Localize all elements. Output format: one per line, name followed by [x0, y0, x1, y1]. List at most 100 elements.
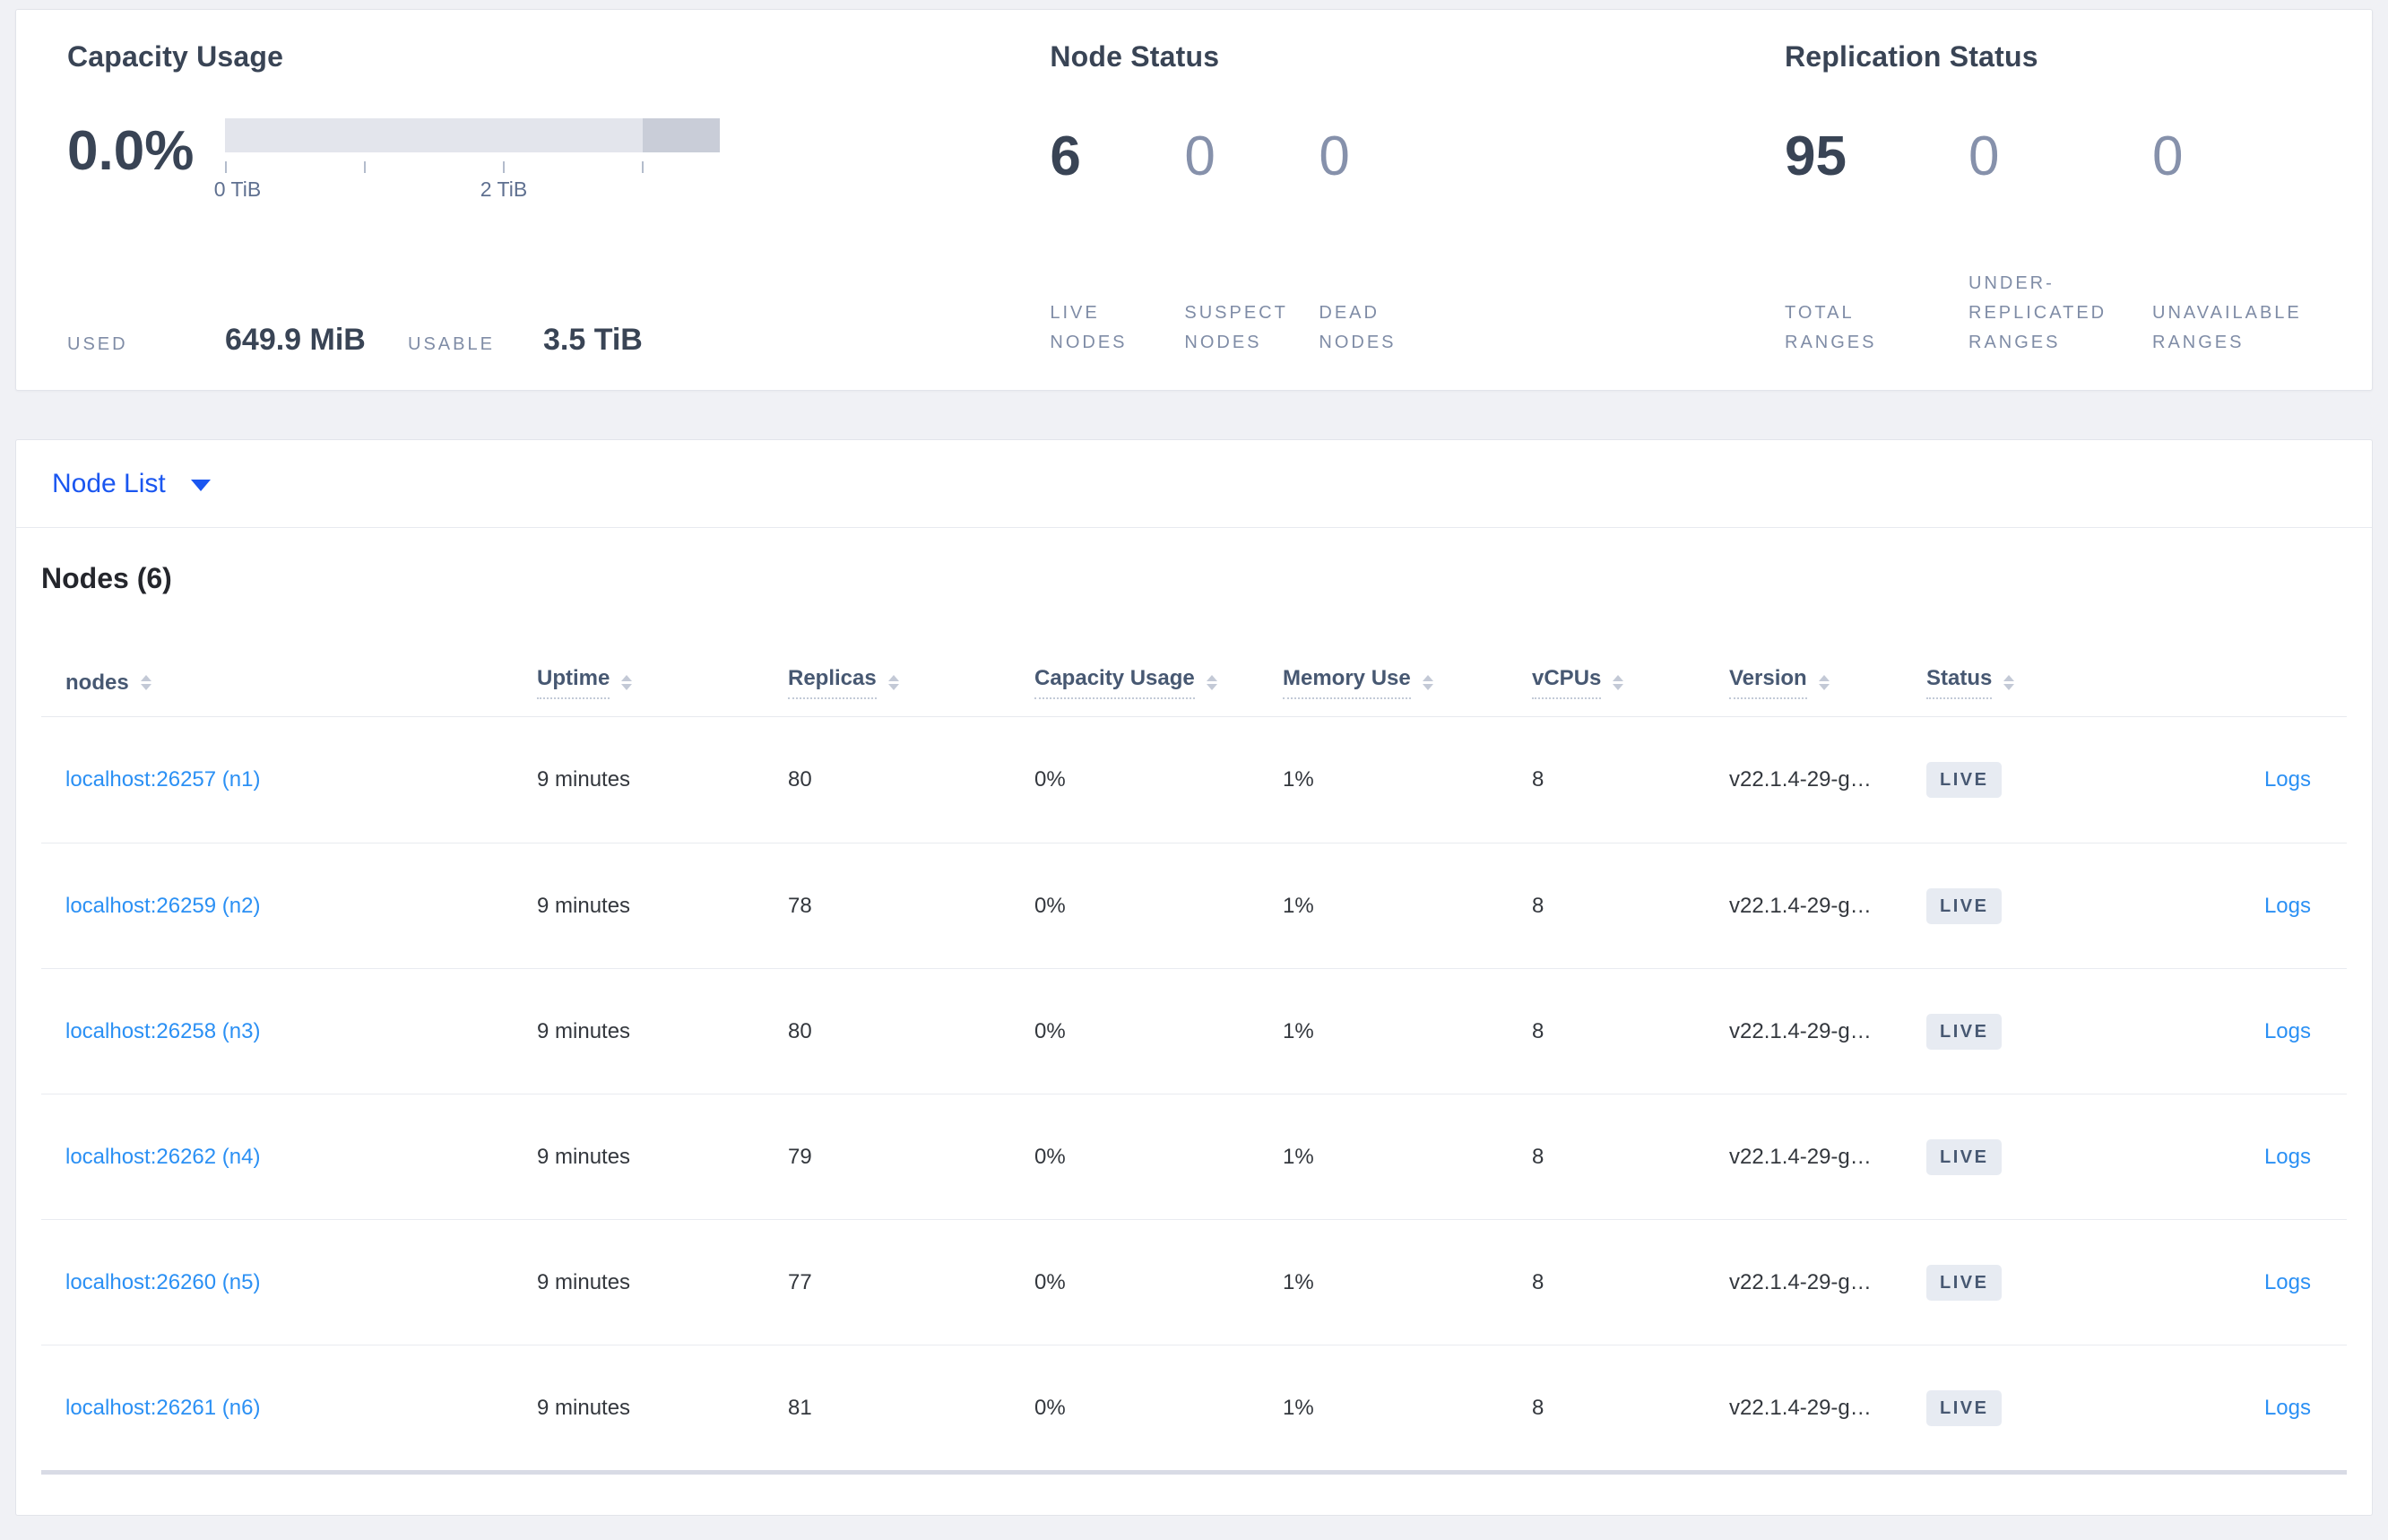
memory-use-cell: 1% [1283, 1269, 1314, 1294]
memory-use-cell: 1% [1283, 767, 1314, 792]
capacity-usage-cell: 0% [1034, 1144, 1066, 1169]
sort-icon [1613, 675, 1624, 690]
replicas-cell: 81 [788, 1395, 812, 1420]
node-cell: localhost:26258 (n3) [41, 969, 537, 1094]
logs-link[interactable]: Logs [2263, 1395, 2311, 1420]
node-link[interactable]: localhost:26259 (n2) [65, 893, 261, 918]
version-cell: v22.1.4-29-g… [1729, 1269, 1872, 1294]
replicas-cell: 80 [788, 767, 812, 792]
column-header-uptime[interactable]: Uptime [537, 666, 788, 699]
sort-icon [1422, 675, 1433, 690]
status-badge: LIVE [1926, 762, 2003, 798]
nodes-title: Nodes (6) [41, 562, 172, 594]
vcpus-cell: 8 [1532, 893, 1544, 918]
capacity-usage-cell: 0% [1034, 893, 1066, 918]
column-label: vCPUs [1532, 666, 1602, 699]
stat-label-suspect-nodes: SUSPECT NODES [1184, 303, 1288, 352]
stat-unavailable-ranges: 0 UNAVAILABLE RANGES [2152, 129, 2336, 358]
status-badge: LIVE [1926, 1013, 2003, 1050]
logs-cell: Logs [2128, 1094, 2347, 1219]
uptime-cell: 9 minutes [537, 893, 631, 918]
sort-down-arrow-icon [1613, 684, 1624, 690]
axis-tick-label: 2 TiB [480, 177, 528, 201]
memory-use-cell: 1% [1283, 893, 1314, 918]
sort-up-arrow-icon [621, 675, 633, 681]
chevron-down-icon [190, 480, 211, 491]
table-row: localhost:26259 (n2) 9 minutes 78 0% 1% 8 v22.… [41, 843, 2347, 968]
logs-link[interactable]: Logs [2263, 1144, 2311, 1169]
node-cell: localhost:26260 (n5) [41, 1220, 537, 1345]
used-label: USED [67, 334, 128, 354]
stat-value-dead-nodes: 0 [1319, 125, 1350, 187]
sort-up-arrow-icon [140, 675, 151, 681]
column-header-version[interactable]: Version [1729, 666, 1926, 699]
column-label: Status [1926, 666, 1993, 699]
uptime-cell: 9 minutes [537, 767, 631, 792]
node-link[interactable]: localhost:26261 (n6) [65, 1395, 261, 1420]
column-header-replicas[interactable]: Replicas [788, 666, 1034, 699]
node-list-dropdown[interactable]: Node List [52, 469, 211, 499]
column-label: Version [1729, 666, 1807, 699]
status-badge: LIVE [1926, 887, 2003, 924]
column-header-memory-use[interactable]: Memory Use [1283, 666, 1532, 699]
stat-label-unavailable-ranges: UNAVAILABLE RANGES [2152, 303, 2302, 352]
column-header-vcpus[interactable]: vCPUs [1532, 666, 1729, 699]
node-link[interactable]: localhost:26262 (n4) [65, 1144, 261, 1169]
uptime-cell: 9 minutes [537, 1269, 631, 1294]
vcpus-cell: 8 [1532, 767, 1544, 792]
sort-icon [621, 675, 633, 690]
capacity-usage-title: Capacity Usage [67, 40, 284, 73]
column-header-nodes[interactable]: nodes [41, 671, 537, 696]
used-value: 649.9 MiB [225, 323, 366, 357]
usable-value: 3.5 TiB [543, 323, 643, 357]
node-link[interactable]: localhost:26257 (n1) [65, 767, 261, 792]
column-header-status[interactable]: Status [1926, 666, 2128, 699]
node-link[interactable]: localhost:26260 (n5) [65, 1269, 261, 1294]
sort-down-arrow-icon [887, 684, 899, 690]
stat-dead-nodes: 0 DEAD NODES [1319, 129, 1453, 358]
stat-live-nodes: 6 LIVE NODES [1050, 129, 1184, 358]
axis-tick [503, 161, 505, 173]
logs-link[interactable]: Logs [2263, 1018, 2311, 1043]
replicas-cell: 78 [788, 893, 812, 918]
version-cell: v22.1.4-29-g… [1729, 767, 1872, 792]
sort-icon [1206, 675, 1217, 690]
table-row: localhost:26262 (n4) 9 minutes 79 0% 1% 8 v22.… [41, 1094, 2347, 1219]
logs-link[interactable]: Logs [2263, 767, 2311, 792]
status-cell: LIVE [1926, 1345, 2128, 1470]
column-label: Memory Use [1283, 666, 1411, 699]
capacity-bar-chart: 0 TiB 2 TiB [214, 118, 720, 204]
column-header-capacity-usage[interactable]: Capacity Usage [1034, 666, 1283, 699]
status-cell: LIVE [1926, 1094, 2128, 1219]
status-badge: LIVE [1926, 1138, 2003, 1175]
replication-status-title: Replication Status [1785, 40, 2038, 73]
sort-up-arrow-icon [1818, 675, 1830, 681]
stat-value-live-nodes: 6 [1050, 125, 1081, 187]
table-row: localhost:26260 (n5) 9 minutes 77 0% 1% 8 v22.… [41, 1219, 2347, 1345]
node-link[interactable]: localhost:26258 (n3) [65, 1018, 261, 1043]
capacity-usage-cell: 0% [1034, 767, 1066, 792]
memory-use-cell: 1% [1283, 1395, 1314, 1420]
logs-cell: Logs [2128, 844, 2347, 968]
stat-total-ranges: 95 TOTAL RANGES [1785, 129, 1968, 358]
sort-up-arrow-icon [1206, 675, 1217, 681]
axis-tick [642, 161, 644, 173]
logs-link[interactable]: Logs [2263, 893, 2311, 918]
status-badge: LIVE [1926, 1264, 2003, 1301]
uptime-cell: 9 minutes [537, 1395, 631, 1420]
sort-icon [140, 675, 151, 690]
stat-label-total-ranges: TOTAL RANGES [1785, 303, 1877, 352]
version-cell: v22.1.4-29-g… [1729, 1018, 1872, 1043]
node-status-title: Node Status [1050, 40, 1220, 73]
logs-link[interactable]: Logs [2263, 1269, 2311, 1294]
vcpus-cell: 8 [1532, 1395, 1544, 1420]
stat-value-under-replicated-ranges: 0 [1968, 125, 2000, 187]
capacity-bar-dark-segment [643, 118, 720, 152]
status-badge: LIVE [1926, 1389, 2003, 1426]
vcpus-cell: 8 [1532, 1018, 1544, 1043]
logs-cell: Logs [2128, 717, 2347, 843]
table-row: localhost:26261 (n6) 9 minutes 81 0% 1% 8 v22.… [41, 1345, 2347, 1470]
sort-icon [1818, 675, 1830, 690]
sort-up-arrow-icon [1613, 675, 1624, 681]
status-cell: LIVE [1926, 969, 2128, 1094]
